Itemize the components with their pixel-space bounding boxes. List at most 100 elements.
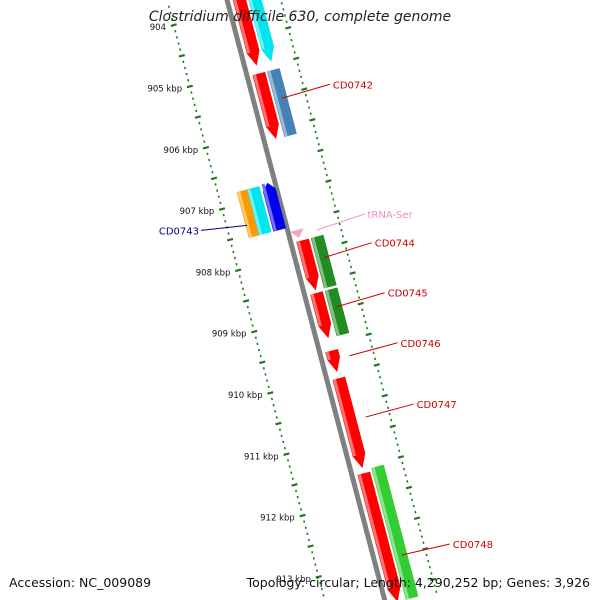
gene-highlight	[248, 0, 265, 50]
gene-arrow	[246, 186, 272, 236]
scale-major-tick	[429, 577, 437, 582]
gene-label: tRNA-Ser	[367, 210, 413, 221]
gene-label: CD0748	[453, 540, 493, 551]
scale-major-tick	[333, 209, 340, 214]
gene-highlight	[296, 241, 310, 279]
scale-major-tick	[293, 56, 300, 61]
gene-feature	[357, 471, 401, 600]
gene-arrow	[236, 188, 262, 238]
scale-major-tick	[170, 23, 177, 27]
gene-label: CD0747	[417, 400, 457, 411]
scale-label: 908 kbp	[196, 268, 231, 278]
gene-highlight	[325, 351, 331, 361]
gene-highlight	[253, 74, 270, 128]
gene-label-group: CD0745	[336, 289, 428, 308]
scale-major-tick	[178, 53, 185, 58]
gene-highlight	[233, 0, 251, 54]
gene-highlight	[247, 188, 263, 236]
gene-labels: CD0742 CD0743 tRNA-Ser CD0744 CD0745 CD0746 CD…	[159, 80, 493, 556]
gene-highlight	[333, 378, 357, 457]
leader-line	[336, 292, 385, 308]
scale-major-tick	[373, 363, 380, 367]
genome-summary-text: Topology: circular; Length: 4,290,252 bp…	[246, 575, 590, 590]
scale-major-tick	[357, 301, 364, 306]
scale-label: 904	[150, 23, 166, 33]
scale-label: 905 kbp	[147, 84, 182, 94]
scale-major-tick	[251, 329, 258, 334]
gene-label: CD0742	[333, 80, 373, 91]
genome-backbone	[224, 0, 388, 600]
gene-feature	[248, 0, 274, 62]
gene-label-group: CD0743	[159, 224, 248, 237]
gene-highlight	[261, 183, 277, 232]
gene-arrow	[290, 228, 304, 238]
gene-highlight	[311, 237, 328, 289]
scale-major-tick	[226, 237, 234, 242]
scale-ruler: 904 905 kbp 906 kbp 907 kbp 908 kbp 909 kbp 91…	[147, 2, 438, 597]
scale-major-tick	[315, 574, 322, 579]
gene-arrow	[324, 287, 350, 337]
gene-feature	[290, 228, 304, 238]
gene-feature	[325, 349, 340, 373]
scale-major-tick	[267, 391, 274, 395]
backbone-line	[224, 0, 388, 600]
gene-arrow	[267, 68, 297, 137]
gene-label-group: CD0742	[281, 80, 373, 99]
scale-major-tick	[325, 179, 332, 183]
scale-major-tick	[284, 26, 292, 30]
gene-feature	[371, 464, 419, 600]
gene-arrow	[263, 182, 286, 232]
gene-feature	[310, 234, 337, 289]
gene-highlight	[237, 191, 253, 238]
accession-text: Accession: NC_009089	[9, 575, 152, 590]
gene-feature	[261, 182, 286, 232]
scale-major-tick	[210, 176, 218, 181]
gene-label-group: CD0747	[365, 400, 457, 418]
gene-feature	[310, 291, 332, 339]
scale-major-tick	[259, 360, 266, 365]
gene-feature	[232, 0, 260, 66]
scale-label: 911 kbp	[244, 452, 279, 462]
gene-label-group: tRNA-Ser	[316, 210, 414, 231]
scale-major-tick	[421, 547, 429, 551]
gene-feature	[267, 68, 297, 137]
scale-label: 909 kbp	[212, 330, 247, 340]
gene-highlight	[325, 289, 340, 337]
scale-major-tick	[283, 452, 290, 457]
gene-label-group: CD0744	[323, 239, 415, 259]
gene-arrow	[310, 234, 337, 289]
gene-highlight	[267, 70, 288, 137]
scale-major-tick	[218, 207, 226, 211]
scale-major-tick	[309, 117, 316, 122]
scale-major-tick	[275, 421, 282, 426]
gene-arrow	[371, 464, 419, 600]
leader-line	[365, 403, 414, 418]
gene-highlight	[371, 467, 410, 600]
scale-label: 906 kbp	[164, 146, 199, 156]
scale-major-tick	[413, 516, 421, 521]
scale-major-tick	[234, 268, 242, 273]
scale-label: 910 kbp	[228, 391, 263, 401]
gene-highlight	[357, 473, 392, 590]
scale-major-tick	[405, 485, 413, 490]
gene-feature	[236, 188, 262, 238]
scale-major-tick	[299, 513, 306, 518]
gene-label: CD0745	[388, 289, 428, 300]
leader-line	[401, 543, 450, 556]
leader-line	[316, 213, 365, 231]
leader-line	[349, 342, 398, 357]
gene-highlight	[310, 293, 322, 327]
gene-features	[232, 0, 419, 600]
scale-major-tick	[194, 115, 202, 119]
leader-line	[200, 224, 248, 231]
gene-feature	[332, 376, 366, 469]
scale-major-tick	[389, 424, 397, 429]
gene-label: CD0743	[159, 226, 199, 237]
gene-feature	[252, 71, 279, 140]
gene-label-group: CD0748	[401, 540, 493, 556]
scale-label: 912 kbp	[260, 514, 295, 524]
gene-feature	[296, 238, 319, 291]
scale-label: 913 kbp	[276, 575, 311, 585]
gene-feature	[324, 287, 350, 337]
